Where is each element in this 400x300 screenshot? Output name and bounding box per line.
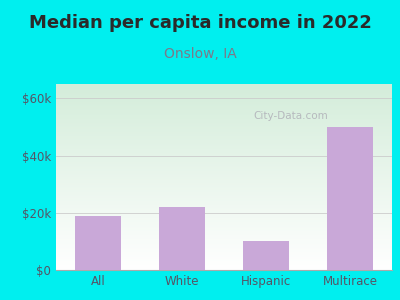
Bar <box>159 207 205 270</box>
Text: Onslow, IA: Onslow, IA <box>164 46 236 61</box>
Bar <box>327 127 373 270</box>
Bar <box>75 216 121 270</box>
Bar <box>243 242 289 270</box>
Text: Median per capita income in 2022: Median per capita income in 2022 <box>28 14 372 32</box>
Text: City-Data.com: City-Data.com <box>254 111 328 121</box>
